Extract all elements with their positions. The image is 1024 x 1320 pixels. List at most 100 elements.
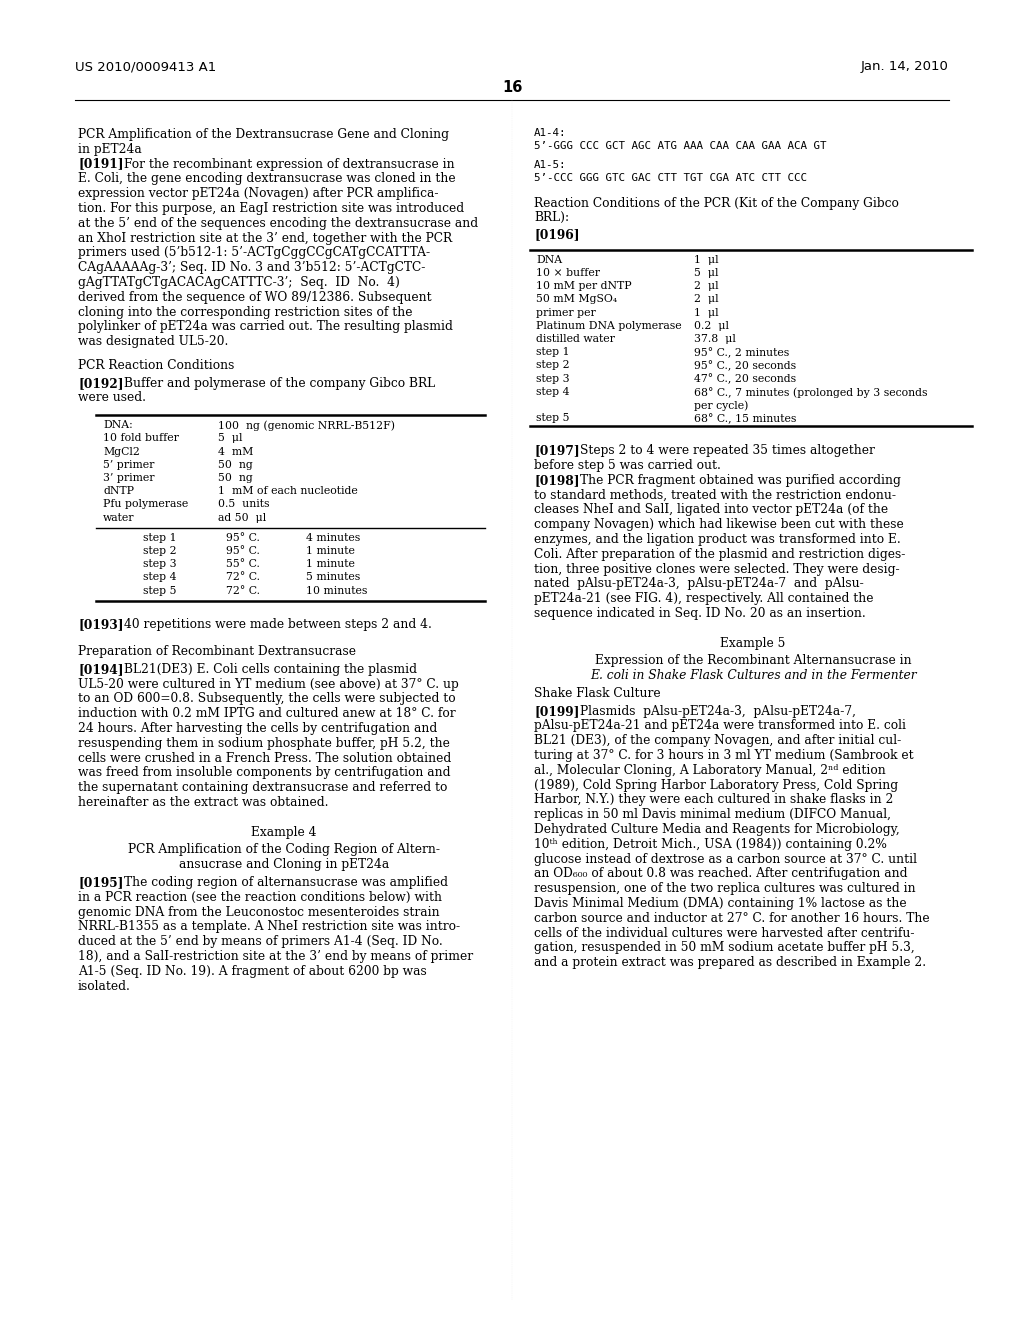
Text: [0199]: [0199] bbox=[534, 705, 580, 718]
Text: [0191]: [0191] bbox=[78, 157, 124, 170]
Text: Expression of the Recombinant Alternansucrase in: Expression of the Recombinant Alternansu… bbox=[595, 655, 911, 668]
Text: The coding region of alternansucrase was amplified: The coding region of alternansucrase was… bbox=[124, 876, 449, 888]
Text: 10 fold buffer: 10 fold buffer bbox=[103, 433, 179, 444]
Text: at the 5’ end of the sequences encoding the dextransucrase and: at the 5’ end of the sequences encoding … bbox=[78, 216, 478, 230]
Text: 68° C., 15 minutes: 68° C., 15 minutes bbox=[694, 413, 797, 424]
Text: tion, three positive clones were selected. They were desig-: tion, three positive clones were selecte… bbox=[534, 562, 900, 576]
Text: [0192]: [0192] bbox=[78, 376, 124, 389]
Text: company Novagen) which had likewise been cut with these: company Novagen) which had likewise been… bbox=[534, 519, 904, 531]
Text: 37.8  μl: 37.8 μl bbox=[694, 334, 736, 345]
Text: step 4: step 4 bbox=[143, 573, 176, 582]
Text: 47° C., 20 seconds: 47° C., 20 seconds bbox=[694, 374, 796, 384]
Text: to an OD 600=0.8. Subsequently, the cells were subjected to: to an OD 600=0.8. Subsequently, the cell… bbox=[78, 693, 456, 705]
Text: replicas in 50 ml Davis minimal medium (DIFCO Manual,: replicas in 50 ml Davis minimal medium (… bbox=[534, 808, 891, 821]
Text: cloning into the corresponding restriction sites of the: cloning into the corresponding restricti… bbox=[78, 306, 413, 318]
Text: tion. For this purpose, an EagI restriction site was introduced: tion. For this purpose, an EagI restrict… bbox=[78, 202, 464, 215]
Text: 1  μl: 1 μl bbox=[694, 255, 719, 265]
Text: hereinafter as the extract was obtained.: hereinafter as the extract was obtained. bbox=[78, 796, 329, 809]
Text: step 1: step 1 bbox=[536, 347, 569, 358]
Text: A1-5:: A1-5: bbox=[534, 160, 566, 170]
Text: 24 hours. After harvesting the cells by centrifugation and: 24 hours. After harvesting the cells by … bbox=[78, 722, 437, 735]
Text: 16: 16 bbox=[502, 81, 522, 95]
Text: primers used (5’b512-1: 5’-ACTgCggCCgCATgCCATTTA-: primers used (5’b512-1: 5’-ACTgCggCCgCAT… bbox=[78, 247, 430, 260]
Text: 50 mM MgSO₄: 50 mM MgSO₄ bbox=[536, 294, 617, 305]
Text: 5’-GGG CCC GCT AGC ATG AAA CAA CAA GAA ACA GT: 5’-GGG CCC GCT AGC ATG AAA CAA CAA GAA A… bbox=[534, 141, 826, 152]
Text: 10 mM per dNTP: 10 mM per dNTP bbox=[536, 281, 632, 292]
Text: ansucrase and Cloning in pET24a: ansucrase and Cloning in pET24a bbox=[179, 858, 389, 871]
Text: genomic DNA from the Leuconostoc mesenteroides strain: genomic DNA from the Leuconostoc mesente… bbox=[78, 906, 439, 919]
Text: nated  pAlsu-pET24a-3,  pAlsu-pET24a-7  and  pAlsu-: nated pAlsu-pET24a-3, pAlsu-pET24a-7 and… bbox=[534, 577, 864, 590]
Text: pET24a-21 (see FIG. 4), respectively. All contained the: pET24a-21 (see FIG. 4), respectively. Al… bbox=[534, 593, 873, 605]
Text: distilled water: distilled water bbox=[536, 334, 614, 345]
Text: dNTP: dNTP bbox=[103, 486, 134, 496]
Text: (1989), Cold Spring Harbor Laboratory Press, Cold Spring: (1989), Cold Spring Harbor Laboratory Pr… bbox=[534, 779, 898, 792]
Text: The PCR fragment obtained was purified according: The PCR fragment obtained was purified a… bbox=[580, 474, 901, 487]
Text: 10 × buffer: 10 × buffer bbox=[536, 268, 600, 279]
Text: 5  μl: 5 μl bbox=[218, 433, 243, 444]
Text: 0.2  μl: 0.2 μl bbox=[694, 321, 729, 331]
Text: Davis Minimal Medium (DMA) containing 1% lactose as the: Davis Minimal Medium (DMA) containing 1%… bbox=[534, 898, 906, 909]
Text: duced at the 5’ end by means of primers A1-4 (Seq. ID No.: duced at the 5’ end by means of primers … bbox=[78, 935, 442, 948]
Text: al., Molecular Cloning, A Laboratory Manual, 2ⁿᵈ edition: al., Molecular Cloning, A Laboratory Man… bbox=[534, 764, 886, 777]
Text: 50  ng: 50 ng bbox=[218, 459, 253, 470]
Text: 5  μl: 5 μl bbox=[694, 268, 719, 279]
Text: gation, resuspended in 50 mM sodium acetate buffer pH 5.3,: gation, resuspended in 50 mM sodium acet… bbox=[534, 941, 914, 954]
Text: 1 minute: 1 minute bbox=[306, 560, 355, 569]
Text: and a protein extract was prepared as described in Example 2.: and a protein extract was prepared as de… bbox=[534, 956, 926, 969]
Text: water: water bbox=[103, 512, 134, 523]
Text: Preparation of Recombinant Dextransucrase: Preparation of Recombinant Dextransucras… bbox=[78, 645, 356, 659]
Text: expression vector pET24a (Novagen) after PCR amplifica-: expression vector pET24a (Novagen) after… bbox=[78, 187, 438, 201]
Text: 18), and a SalI-restriction site at the 3’ end by means of primer: 18), and a SalI-restriction site at the … bbox=[78, 950, 473, 964]
Text: 72° C.: 72° C. bbox=[226, 573, 260, 582]
Text: resuspension, one of the two replica cultures was cultured in: resuspension, one of the two replica cul… bbox=[534, 882, 915, 895]
Text: [0198]: [0198] bbox=[534, 474, 580, 487]
Text: to standard methods, treated with the restriction endonu-: to standard methods, treated with the re… bbox=[534, 488, 896, 502]
Text: in pET24a: in pET24a bbox=[78, 143, 141, 156]
Text: MgCl2: MgCl2 bbox=[103, 446, 140, 457]
Text: [0193]: [0193] bbox=[78, 619, 124, 631]
Text: was designated UL5-20.: was designated UL5-20. bbox=[78, 335, 228, 348]
Text: were used.: were used. bbox=[78, 392, 146, 404]
Text: [0194]: [0194] bbox=[78, 663, 124, 676]
Text: step 1: step 1 bbox=[143, 533, 176, 543]
Text: Reaction Conditions of the PCR (Kit of the Company Gibco: Reaction Conditions of the PCR (Kit of t… bbox=[534, 197, 899, 210]
Text: 72° C.: 72° C. bbox=[226, 586, 260, 595]
Text: [0196]: [0196] bbox=[534, 227, 580, 240]
Text: 5’-CCC GGG GTC GAC CTT TGT CGA ATC CTT CCC: 5’-CCC GGG GTC GAC CTT TGT CGA ATC CTT C… bbox=[534, 173, 807, 183]
Text: 1 minute: 1 minute bbox=[306, 546, 355, 556]
Text: 100  ng (genomic NRRL-B512F): 100 ng (genomic NRRL-B512F) bbox=[218, 420, 395, 430]
Text: step 3: step 3 bbox=[143, 560, 176, 569]
Text: 10 minutes: 10 minutes bbox=[306, 586, 368, 595]
Text: primer per: primer per bbox=[536, 308, 596, 318]
Text: Steps 2 to 4 were repeated 35 times altogether: Steps 2 to 4 were repeated 35 times alto… bbox=[580, 445, 874, 457]
Text: Platinum DNA polymerase: Platinum DNA polymerase bbox=[536, 321, 682, 331]
Text: pAlsu-pET24a-21 and pET24a were transformed into E. coli: pAlsu-pET24a-21 and pET24a were transfor… bbox=[534, 719, 906, 733]
Text: NRRL-B1355 as a template. A NheI restriction site was intro-: NRRL-B1355 as a template. A NheI restric… bbox=[78, 920, 460, 933]
Text: 1  μl: 1 μl bbox=[694, 308, 719, 318]
Text: For the recombinant expression of dextransucrase in: For the recombinant expression of dextra… bbox=[124, 157, 455, 170]
Text: Buffer and polymerase of the company Gibco BRL: Buffer and polymerase of the company Gib… bbox=[124, 376, 435, 389]
Text: BL21(DE3) E. Coli cells containing the plasmid: BL21(DE3) E. Coli cells containing the p… bbox=[124, 663, 417, 676]
Text: 5’ primer: 5’ primer bbox=[103, 459, 155, 470]
Text: 50  ng: 50 ng bbox=[218, 473, 253, 483]
Text: CAgAAAAAg-3’; Seq. ID No. 3 and 3’b512: 5’-ACTgCTC-: CAgAAAAAg-3’; Seq. ID No. 3 and 3’b512: … bbox=[78, 261, 425, 275]
Text: step 4: step 4 bbox=[536, 387, 569, 397]
Text: isolated.: isolated. bbox=[78, 979, 131, 993]
Text: step 5: step 5 bbox=[536, 413, 569, 424]
Text: Coli. After preparation of the plasmid and restriction diges-: Coli. After preparation of the plasmid a… bbox=[534, 548, 905, 561]
Text: [0195]: [0195] bbox=[78, 876, 123, 888]
Text: per cycle): per cycle) bbox=[694, 400, 749, 411]
Text: step 2: step 2 bbox=[143, 546, 176, 556]
Text: step 5: step 5 bbox=[143, 586, 176, 595]
Text: E. coli in Shake Flask Cultures and in the Fermenter: E. coli in Shake Flask Cultures and in t… bbox=[590, 669, 916, 682]
Text: step 3: step 3 bbox=[536, 374, 569, 384]
Text: UL5-20 were cultured in YT medium (see above) at 37° C. up: UL5-20 were cultured in YT medium (see a… bbox=[78, 677, 459, 690]
Text: step 2: step 2 bbox=[536, 360, 569, 371]
Text: Dehydrated Culture Media and Reagents for Microbiology,: Dehydrated Culture Media and Reagents fo… bbox=[534, 824, 900, 836]
Text: Shake Flask Culture: Shake Flask Culture bbox=[534, 686, 660, 700]
Text: PCR Amplification of the Coding Region of Altern-: PCR Amplification of the Coding Region o… bbox=[128, 843, 440, 857]
Text: Harbor, N.Y.) they were each cultured in shake flasks in 2: Harbor, N.Y.) they were each cultured in… bbox=[534, 793, 893, 807]
Text: Example 4: Example 4 bbox=[251, 826, 316, 838]
Text: ad 50  μl: ad 50 μl bbox=[218, 512, 266, 523]
Text: was freed from insoluble components by centrifugation and: was freed from insoluble components by c… bbox=[78, 767, 451, 780]
